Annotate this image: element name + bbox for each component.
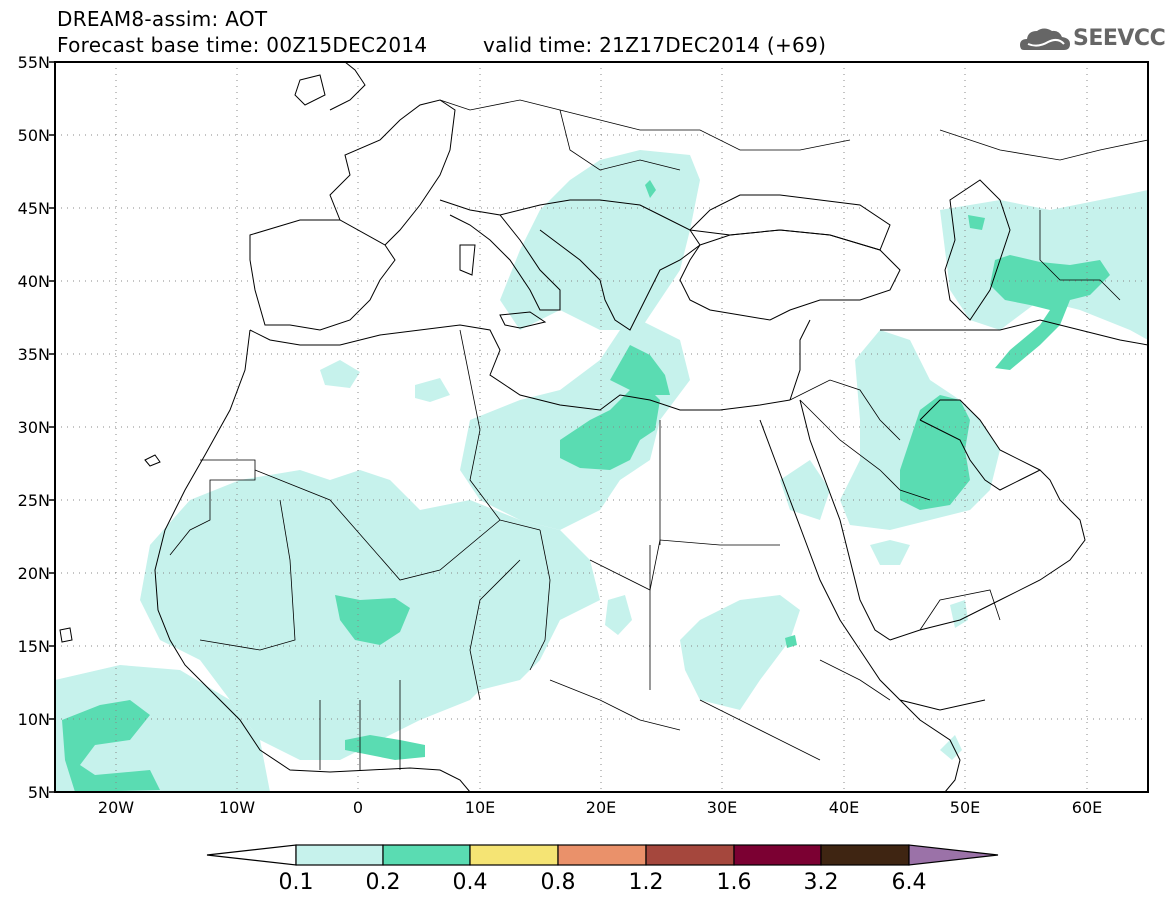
lat-label: 35N <box>17 345 50 364</box>
lat-label: 40N <box>17 272 50 291</box>
lon-label: 10W <box>218 798 256 817</box>
colorbar-bin-5 <box>645 844 735 866</box>
valid-time: valid time: 21Z17DEC2014 (+69) <box>483 33 827 57</box>
logo-text: SEEVCCC <box>1073 26 1165 51</box>
colorbar <box>206 844 999 866</box>
lon-label: 20E <box>585 798 617 817</box>
lat-label: 20N <box>17 564 50 583</box>
borders <box>169 99 1148 770</box>
colorbar-label: 6.4 <box>891 870 927 895</box>
lat-label: 25N <box>17 491 50 510</box>
lon-label: 10E <box>464 798 496 817</box>
colorbar-label: 1.6 <box>716 870 752 895</box>
lat-label: 15N <box>17 637 50 656</box>
forecast-base-time: Forecast base time: 00Z15DEC2014 <box>57 33 428 57</box>
gridlines <box>55 62 1148 792</box>
lon-label: 40E <box>828 798 860 817</box>
lon-label: 60E <box>1071 798 1103 817</box>
lon-label: 20W <box>97 798 135 817</box>
aot-medium-areas <box>62 180 1110 792</box>
lon-label: 0 <box>352 798 364 817</box>
colorbar-label: 0.1 <box>278 870 314 895</box>
colorbar-label: 3.2 <box>803 870 839 895</box>
lon-label: 50E <box>949 798 981 817</box>
lat-label: 50N <box>17 126 50 145</box>
lat-label: 45N <box>17 199 50 218</box>
colorbar-label: 0.2 <box>365 870 401 895</box>
colorbar-label: 0.4 <box>452 870 488 895</box>
colorbar-under <box>206 844 297 866</box>
cloud-icon <box>1020 28 1070 50</box>
lat-label: 55N <box>17 53 50 72</box>
colorbar-bin-6 <box>733 844 822 866</box>
colorbar-over <box>908 844 999 866</box>
colorbar-bin-2 <box>382 844 471 866</box>
map-title: DREAM8-assim: AOT <box>57 7 268 31</box>
colorbar-bin-1 <box>295 844 384 866</box>
coastlines <box>59 62 1148 792</box>
colorbar-label: 0.8 <box>540 870 576 895</box>
colorbar-bin-7 <box>820 844 910 866</box>
colorbar-bin-4 <box>557 844 647 866</box>
colorbar-bin-3 <box>469 844 559 866</box>
lat-label: 5N <box>27 783 50 802</box>
lon-label: 30E <box>706 798 738 817</box>
lat-label: 10N <box>17 710 50 729</box>
lat-label: 30N <box>17 418 50 437</box>
colorbar-label: 1.2 <box>628 870 664 895</box>
